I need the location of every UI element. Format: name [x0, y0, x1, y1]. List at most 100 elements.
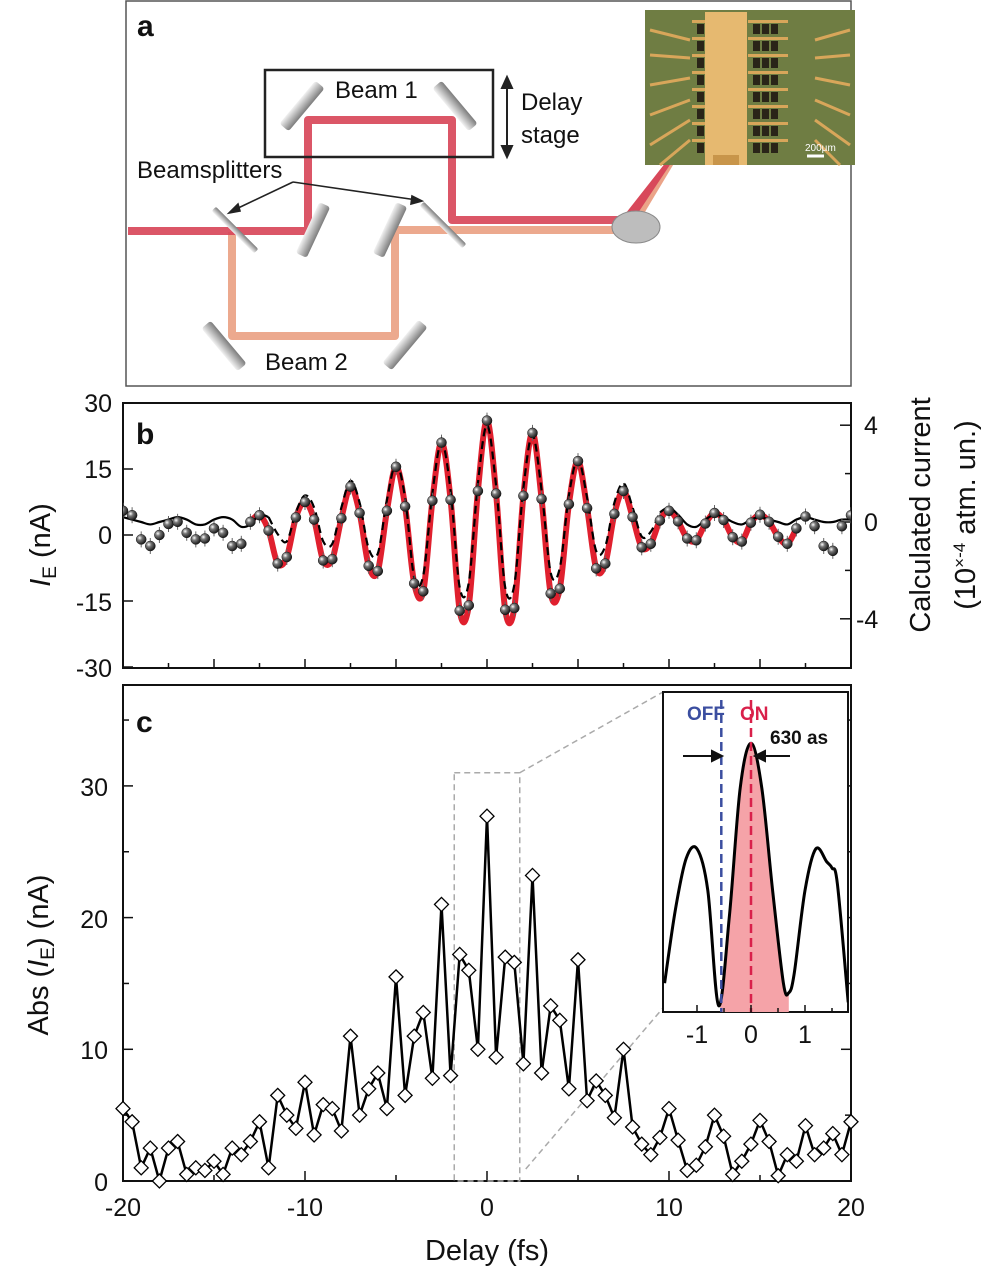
b-ytick-label: -15	[76, 589, 112, 617]
on-label: ON	[740, 704, 769, 725]
data-point-diamond	[724, 1166, 741, 1183]
data-point-diamond	[815, 1140, 832, 1156]
data-point	[208, 523, 220, 534]
device-micrograph: 200μm	[645, 10, 855, 167]
data-point	[681, 533, 693, 544]
data-point	[190, 534, 202, 545]
chip-lead	[748, 88, 788, 91]
calculated-curve-dashed	[267, 424, 661, 600]
panel-b-chart: b 30 15 0 -15 -30 4 0 -4 IE (nA) Calcula…	[25, 390, 982, 683]
data-point-diamond	[260, 1159, 277, 1176]
data-point	[472, 485, 484, 497]
beam-1-label: Beam 1	[335, 77, 418, 104]
chip-pad	[697, 41, 704, 51]
data-point	[700, 518, 711, 529]
data-point	[763, 516, 775, 528]
data-point-diamond	[342, 1028, 359, 1045]
data-point	[126, 509, 138, 521]
data-point-diamond	[706, 1107, 723, 1124]
zoom-indicator	[453, 691, 664, 1182]
data-point	[618, 485, 629, 497]
data-point-diamond	[661, 1100, 677, 1117]
chip-pad	[771, 41, 778, 51]
c-xtick-label: -10	[287, 1194, 323, 1222]
b-ylabel-italic: I	[25, 579, 57, 587]
chip-pad	[762, 58, 769, 68]
panel-b-ticks	[122, 402, 852, 668]
chip-pad	[771, 58, 778, 68]
data-point-diamond	[215, 1166, 232, 1183]
b-ytick-label: 30	[84, 390, 112, 418]
chip-pad	[771, 24, 778, 34]
data-point-diamond	[442, 1067, 459, 1084]
data-point	[527, 427, 538, 439]
data-point-diamond	[524, 867, 541, 884]
beamsplitter-icon	[420, 202, 466, 248]
data-point	[736, 536, 748, 547]
data-point	[818, 540, 829, 552]
data-point-diamond	[142, 1140, 159, 1156]
pulse-width-arrows-icon	[683, 749, 790, 763]
data-point-diamond	[579, 1092, 596, 1109]
data-point	[418, 586, 429, 597]
panel-b-y2-axis-label-line1: Calculated current	[905, 397, 937, 632]
data-point	[354, 507, 365, 519]
data-point	[427, 495, 438, 506]
data-point-diamond	[151, 1173, 168, 1189]
chip-pad	[697, 109, 704, 119]
data-point	[791, 523, 802, 534]
zoom-connector-line	[519, 691, 664, 774]
c-ytick-label: 10	[80, 1037, 108, 1065]
mirror-icon	[296, 203, 330, 257]
data-point-diamond	[388, 968, 404, 985]
chip-pad	[753, 75, 760, 85]
delay-label-line2: stage	[521, 122, 580, 149]
chip-pad	[762, 41, 769, 51]
data-point	[800, 511, 811, 522]
c-xtick-label: 20	[837, 1194, 865, 1222]
data-point-diamond	[733, 1153, 750, 1170]
data-point-diamond	[670, 1132, 687, 1149]
data-point-diamond	[397, 1087, 414, 1104]
data-point	[463, 600, 475, 611]
data-point-diamond	[406, 1028, 423, 1045]
b-y2tick-label: -4	[856, 606, 878, 634]
chip-lead	[692, 88, 705, 91]
data-point-diamond	[224, 1140, 241, 1156]
chip-lead	[692, 105, 705, 108]
data-point	[154, 529, 165, 541]
data-point	[627, 511, 638, 523]
data-point-diamond	[178, 1166, 195, 1183]
chip-pad	[771, 126, 778, 136]
panel-b-y2-axis-label-line2: (10×-4 atm. un.)	[950, 420, 982, 609]
data-point	[709, 507, 720, 519]
data-point-diamond	[287, 1120, 304, 1137]
data-point	[490, 488, 502, 499]
c-xtick-label: 10	[655, 1194, 683, 1222]
chip-pad	[762, 24, 769, 34]
data-point	[727, 531, 738, 543]
data-point-diamond	[633, 1136, 650, 1153]
data-point	[509, 602, 520, 614]
data-point-diamond	[833, 1146, 850, 1163]
data-point	[245, 516, 256, 528]
data-point	[123, 505, 129, 517]
data-point	[572, 455, 584, 467]
data-point-diamond	[515, 1055, 532, 1072]
c-ylabel-rest: ) (nA)	[23, 875, 55, 948]
data-point-diamond	[351, 1107, 368, 1124]
data-point	[636, 542, 647, 553]
data-point-diamond	[824, 1125, 841, 1142]
data-point-diamond	[297, 1074, 313, 1091]
zoom-box	[453, 771, 521, 1182]
data-point	[317, 555, 329, 566]
data-point	[163, 518, 174, 530]
panel-c-y-axis-label: Abs (IE) (nA)	[23, 875, 59, 1036]
chip-pad	[762, 75, 769, 85]
chip-pad	[697, 143, 704, 153]
data-point-diamond	[742, 1136, 759, 1153]
mirror-icon	[202, 321, 246, 371]
chip-pad	[771, 92, 778, 102]
delay-double-arrow-icon	[500, 74, 514, 160]
beamsplitter-pointer-arrows	[226, 181, 425, 215]
